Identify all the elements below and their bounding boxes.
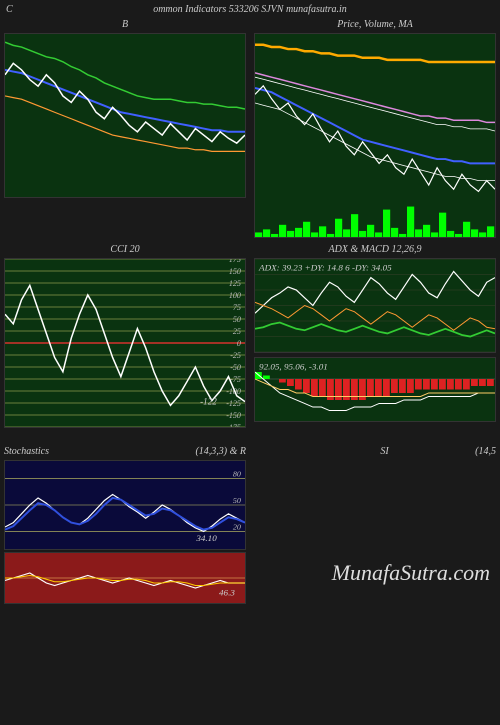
panel-price-title: Price, Volume, MA — [254, 19, 496, 31]
svg-text:25: 25 — [233, 327, 241, 336]
header-left: C — [6, 4, 13, 15]
chart-stoch-upper: 20 50 80 34.10 — [4, 460, 246, 550]
panel-stoch-title: Stochastics (14,3,3) & R — [4, 446, 246, 458]
svg-text:-25: -25 — [230, 351, 241, 360]
panel-cci: CCI 20 -175-150-125-100-75-50-2502550751… — [4, 244, 246, 428]
svg-text:-122: -122 — [200, 397, 217, 407]
chart-adx-lower: 92.05, 95.06, -3.01 — [254, 357, 496, 422]
page-header: C ommon Indicators 533206 SJVN munafasut… — [0, 0, 500, 19]
svg-text:150: 150 — [229, 267, 241, 276]
svg-text:ADX: 39.23 +DY: 14.8: ADX: 39.23 +DY: 14.8 6 -DY: 34.05 — [258, 263, 392, 273]
svg-text:175: 175 — [229, 259, 241, 264]
svg-text:50: 50 — [233, 496, 241, 505]
chart-price — [254, 33, 496, 238]
panel-bb: B — [4, 19, 246, 238]
svg-text:100: 100 — [229, 291, 241, 300]
chart-adx-upper: ADX: 39.23 +DY: 14.8 6 -DY: 34.05 — [254, 258, 496, 353]
svg-text:46.3: 46.3 — [219, 588, 235, 598]
svg-text:92.05, 95.06, -3.01: 92.05, 95.06, -3.01 — [259, 362, 328, 372]
chart-cci: -175-150-125-100-75-50-25025507510012515… — [4, 258, 246, 428]
svg-text:-50: -50 — [230, 363, 241, 372]
panel-price: Price, Volume, MA — [254, 19, 496, 238]
svg-text:20: 20 — [233, 523, 241, 532]
panel-adx: ADX & MACD 12,26,9 ADX: 39.23 +DY: 14.8 … — [254, 244, 496, 428]
svg-text:-175: -175 — [226, 423, 241, 427]
svg-text:0: 0 — [237, 339, 241, 348]
svg-text:125: 125 — [229, 279, 241, 288]
svg-text:80: 80 — [233, 470, 241, 479]
chart-stoch-lower: 46.3 — [4, 552, 246, 604]
svg-text:-125: -125 — [226, 399, 241, 408]
panel-rsi-title: SI (14,5 — [254, 446, 496, 458]
panel-adx-title: ADX & MACD 12,26,9 — [254, 244, 496, 256]
watermark: MunafaSutra.com — [332, 560, 490, 586]
panel-stoch: Stochastics (14,3,3) & R 20 50 80 34.10 46.… — [4, 446, 246, 604]
header-center: ommon Indicators 533206 SJVN munafasutra… — [153, 4, 347, 15]
panel-bb-title: B — [4, 19, 246, 31]
svg-text:-150: -150 — [226, 411, 241, 420]
panel-cci-title: CCI 20 — [4, 244, 246, 256]
chart-bb — [4, 33, 246, 198]
svg-text:34.10: 34.10 — [195, 533, 217, 543]
svg-text:50: 50 — [233, 315, 241, 324]
svg-text:75: 75 — [233, 303, 241, 312]
